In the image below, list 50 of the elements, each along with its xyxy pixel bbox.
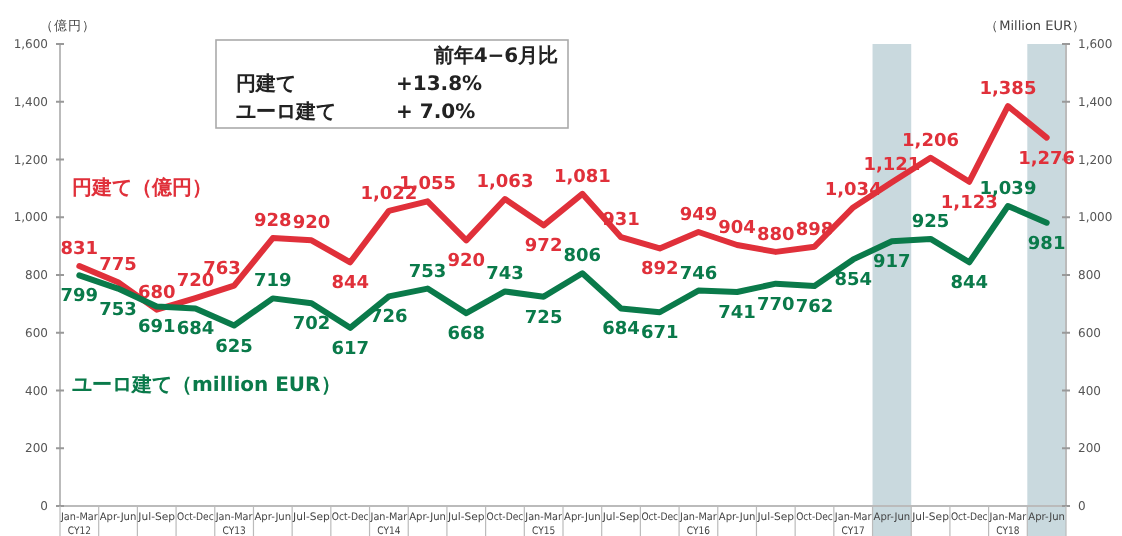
data-label: 1,123 xyxy=(940,193,998,214)
data-label: 770 xyxy=(757,295,795,316)
data-label: 831 xyxy=(60,240,99,261)
data-label: 1,276 xyxy=(1018,149,1076,170)
data-label: 917 xyxy=(873,253,911,274)
data-label: 625 xyxy=(215,337,253,358)
data-label: 775 xyxy=(99,256,137,277)
data-label: 928 xyxy=(254,212,292,233)
data-label: 753 xyxy=(99,300,137,321)
data-label: 743 xyxy=(486,265,524,286)
annotation: 前年4−6月比 xyxy=(431,44,559,68)
data-label: 844 xyxy=(950,274,989,295)
data-label: 719 xyxy=(254,272,292,293)
data-label: 892 xyxy=(640,260,679,281)
data-label: 741 xyxy=(718,304,756,325)
data-label: 1,206 xyxy=(902,131,960,152)
data-label: 880 xyxy=(757,225,795,246)
data-label: 799 xyxy=(60,287,99,308)
data-label: 746 xyxy=(679,264,718,285)
data-label: 854 xyxy=(834,271,872,292)
data-label: 981 xyxy=(1027,234,1066,255)
data-label: 684 xyxy=(602,320,640,341)
text: 円建て（億円） xyxy=(72,176,212,201)
data-label: 725 xyxy=(524,308,563,329)
data-label: 806 xyxy=(563,247,602,268)
data-label: 762 xyxy=(795,297,834,318)
data-label: 671 xyxy=(640,324,679,345)
data-label: 920 xyxy=(447,252,486,273)
data-label: 684 xyxy=(176,320,215,341)
data-label: 1,063 xyxy=(476,173,534,194)
data-label: 972 xyxy=(524,237,563,258)
data-label: 925 xyxy=(911,212,950,233)
data-label: 691 xyxy=(137,318,176,339)
data-label: 844 xyxy=(331,274,369,295)
annotation: + 7.0% xyxy=(396,102,476,124)
annotation: +13.8% xyxy=(396,74,483,96)
text: ユーロ建て（million EUR） xyxy=(72,373,341,398)
data-label: 1,385 xyxy=(979,80,1037,101)
data-label: 904 xyxy=(718,218,756,239)
data-label: 949 xyxy=(679,205,718,226)
data-label: 668 xyxy=(447,325,486,346)
data-label: 753 xyxy=(408,262,447,283)
data-label: 617 xyxy=(331,339,369,360)
data-label: 680 xyxy=(137,283,176,304)
data-label: 720 xyxy=(176,272,215,293)
annotation: 円建て xyxy=(236,72,296,96)
data-label: 920 xyxy=(292,214,331,235)
data-label: 1,081 xyxy=(553,167,611,188)
data-label: 702 xyxy=(292,315,331,336)
annotation: ユーロ建て xyxy=(236,100,336,124)
